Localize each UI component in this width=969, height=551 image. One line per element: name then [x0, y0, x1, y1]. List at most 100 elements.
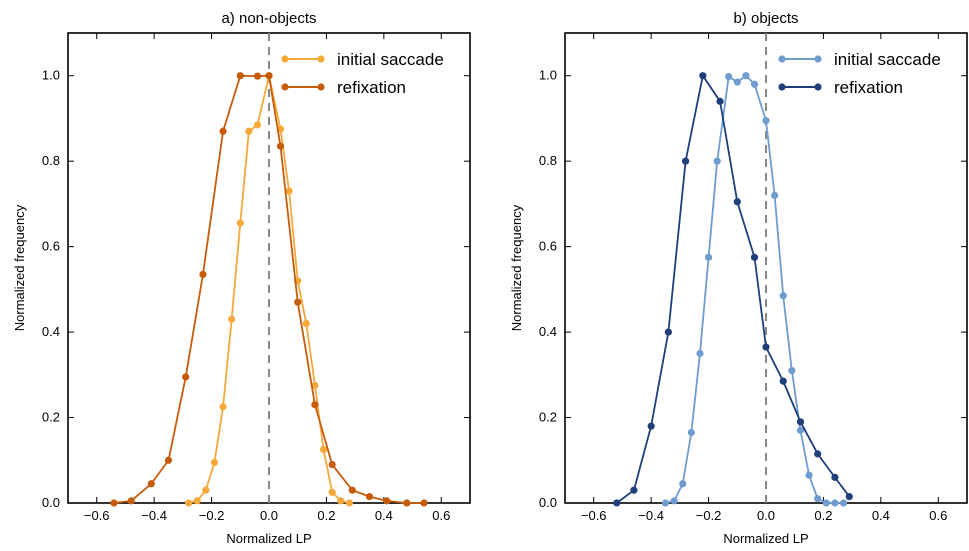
data-point [779, 292, 787, 300]
y-axis-label: Normalized frequency [509, 204, 524, 331]
data-point [294, 298, 302, 306]
x-tick-label: 0.2 [317, 508, 335, 523]
data-point [403, 499, 411, 507]
data-point [328, 488, 336, 496]
data-point [664, 328, 672, 336]
chart-panel-2: b) objects −0.6 −0.4 −0.2 0.0 0.2 0.4 0.6 0.0 0.2… [509, 10, 968, 546]
data-point [245, 127, 253, 135]
data-point [699, 72, 707, 80]
x-axis-label: Normalized LP [226, 531, 311, 546]
chart-title: b) objects [733, 10, 798, 27]
data-point [236, 219, 244, 227]
series-line-2 [616, 73, 850, 504]
x-tick-label: 0.2 [814, 508, 832, 523]
y-tick-label: 0.0 [42, 495, 60, 510]
y-tick-label: 0.2 [539, 410, 557, 425]
chart-title: a) non-objects [221, 10, 316, 27]
data-point [182, 373, 190, 381]
y-tick-label: 0.4 [539, 324, 557, 339]
data-point [265, 72, 273, 80]
legend-entry: refixation [337, 78, 406, 97]
data-point [630, 486, 638, 494]
x-tick-label: 0.0 [260, 508, 278, 523]
data-point [647, 422, 655, 430]
data-point [716, 97, 724, 105]
x-tick-label: −0.4 [141, 508, 167, 523]
y-tick-label: 0.6 [539, 239, 557, 254]
legend-entry: initial saccade [834, 50, 941, 69]
x-tick-label: −0.6 [581, 508, 607, 523]
y-tick-label: 0.4 [42, 324, 60, 339]
data-point [311, 401, 319, 409]
data-point [814, 450, 822, 458]
legend-marker [281, 83, 289, 91]
data-point [345, 499, 353, 507]
data-point [110, 499, 118, 507]
x-tick-label: 0.4 [375, 508, 393, 523]
data-point [733, 198, 741, 206]
x-tick-label: −0.4 [638, 508, 664, 523]
data-point [613, 499, 621, 507]
data-point [253, 72, 262, 80]
data-point [276, 142, 285, 150]
data-point [670, 497, 678, 505]
x-tick-label: 0.6 [929, 508, 947, 523]
data-point [185, 499, 193, 507]
data-point [822, 499, 830, 507]
legend-marker [814, 55, 822, 63]
y-tick-label: 0.0 [539, 495, 557, 510]
data-point [319, 445, 328, 454]
data-point [328, 460, 336, 469]
y-tick-label: 1.0 [539, 68, 557, 83]
x-tick-label: 0.4 [872, 508, 890, 523]
data-point [814, 495, 822, 503]
data-point [742, 72, 750, 80]
data-point [713, 157, 721, 165]
data-point [750, 253, 759, 261]
x-tick-label: −0.2 [199, 508, 225, 523]
data-point [383, 497, 391, 505]
x-tick-label: 0.6 [432, 508, 450, 523]
data-point [831, 499, 839, 507]
data-point [253, 121, 262, 129]
x-axis-label: Normalized LP [723, 531, 808, 546]
data-point [679, 480, 687, 488]
data-point [771, 191, 779, 199]
data-point [762, 116, 770, 125]
legend-marker [317, 83, 325, 91]
data-point [219, 403, 227, 411]
data-point [285, 187, 293, 195]
x-tick-label: −0.6 [84, 508, 110, 523]
data-point [210, 458, 219, 467]
x-tick-label: −0.2 [696, 508, 722, 523]
data-point [845, 492, 853, 501]
data-point [661, 499, 670, 507]
data-point [779, 377, 787, 385]
data-point [228, 315, 236, 323]
data-point [199, 270, 207, 279]
data-point [365, 492, 374, 501]
data-point [762, 343, 770, 351]
data-point [796, 426, 805, 434]
data-point [127, 497, 135, 505]
data-point [839, 499, 848, 507]
data-point [733, 78, 741, 86]
data-point [193, 497, 201, 505]
data-point [687, 428, 695, 437]
legend-entry: refixation [834, 78, 903, 97]
y-tick-label: 0.8 [42, 153, 60, 168]
data-point [750, 80, 759, 88]
y-axis-label: Normalized frequency [12, 204, 27, 331]
data-point [704, 253, 713, 261]
data-point [725, 72, 733, 81]
data-point [796, 418, 805, 426]
data-point [147, 480, 155, 488]
x-tick-label: 0.0 [757, 508, 775, 523]
legend-entry: initial saccade [337, 50, 444, 69]
chart-panel-1: a) non-objects −0.6 −0.4 −0.2 0.0 0.2 0.4 0.6 0.… [12, 10, 471, 546]
legend-marker [778, 83, 786, 91]
data-point [302, 319, 310, 328]
data-point [831, 473, 839, 481]
data-point [696, 349, 704, 358]
data-point [164, 456, 173, 464]
